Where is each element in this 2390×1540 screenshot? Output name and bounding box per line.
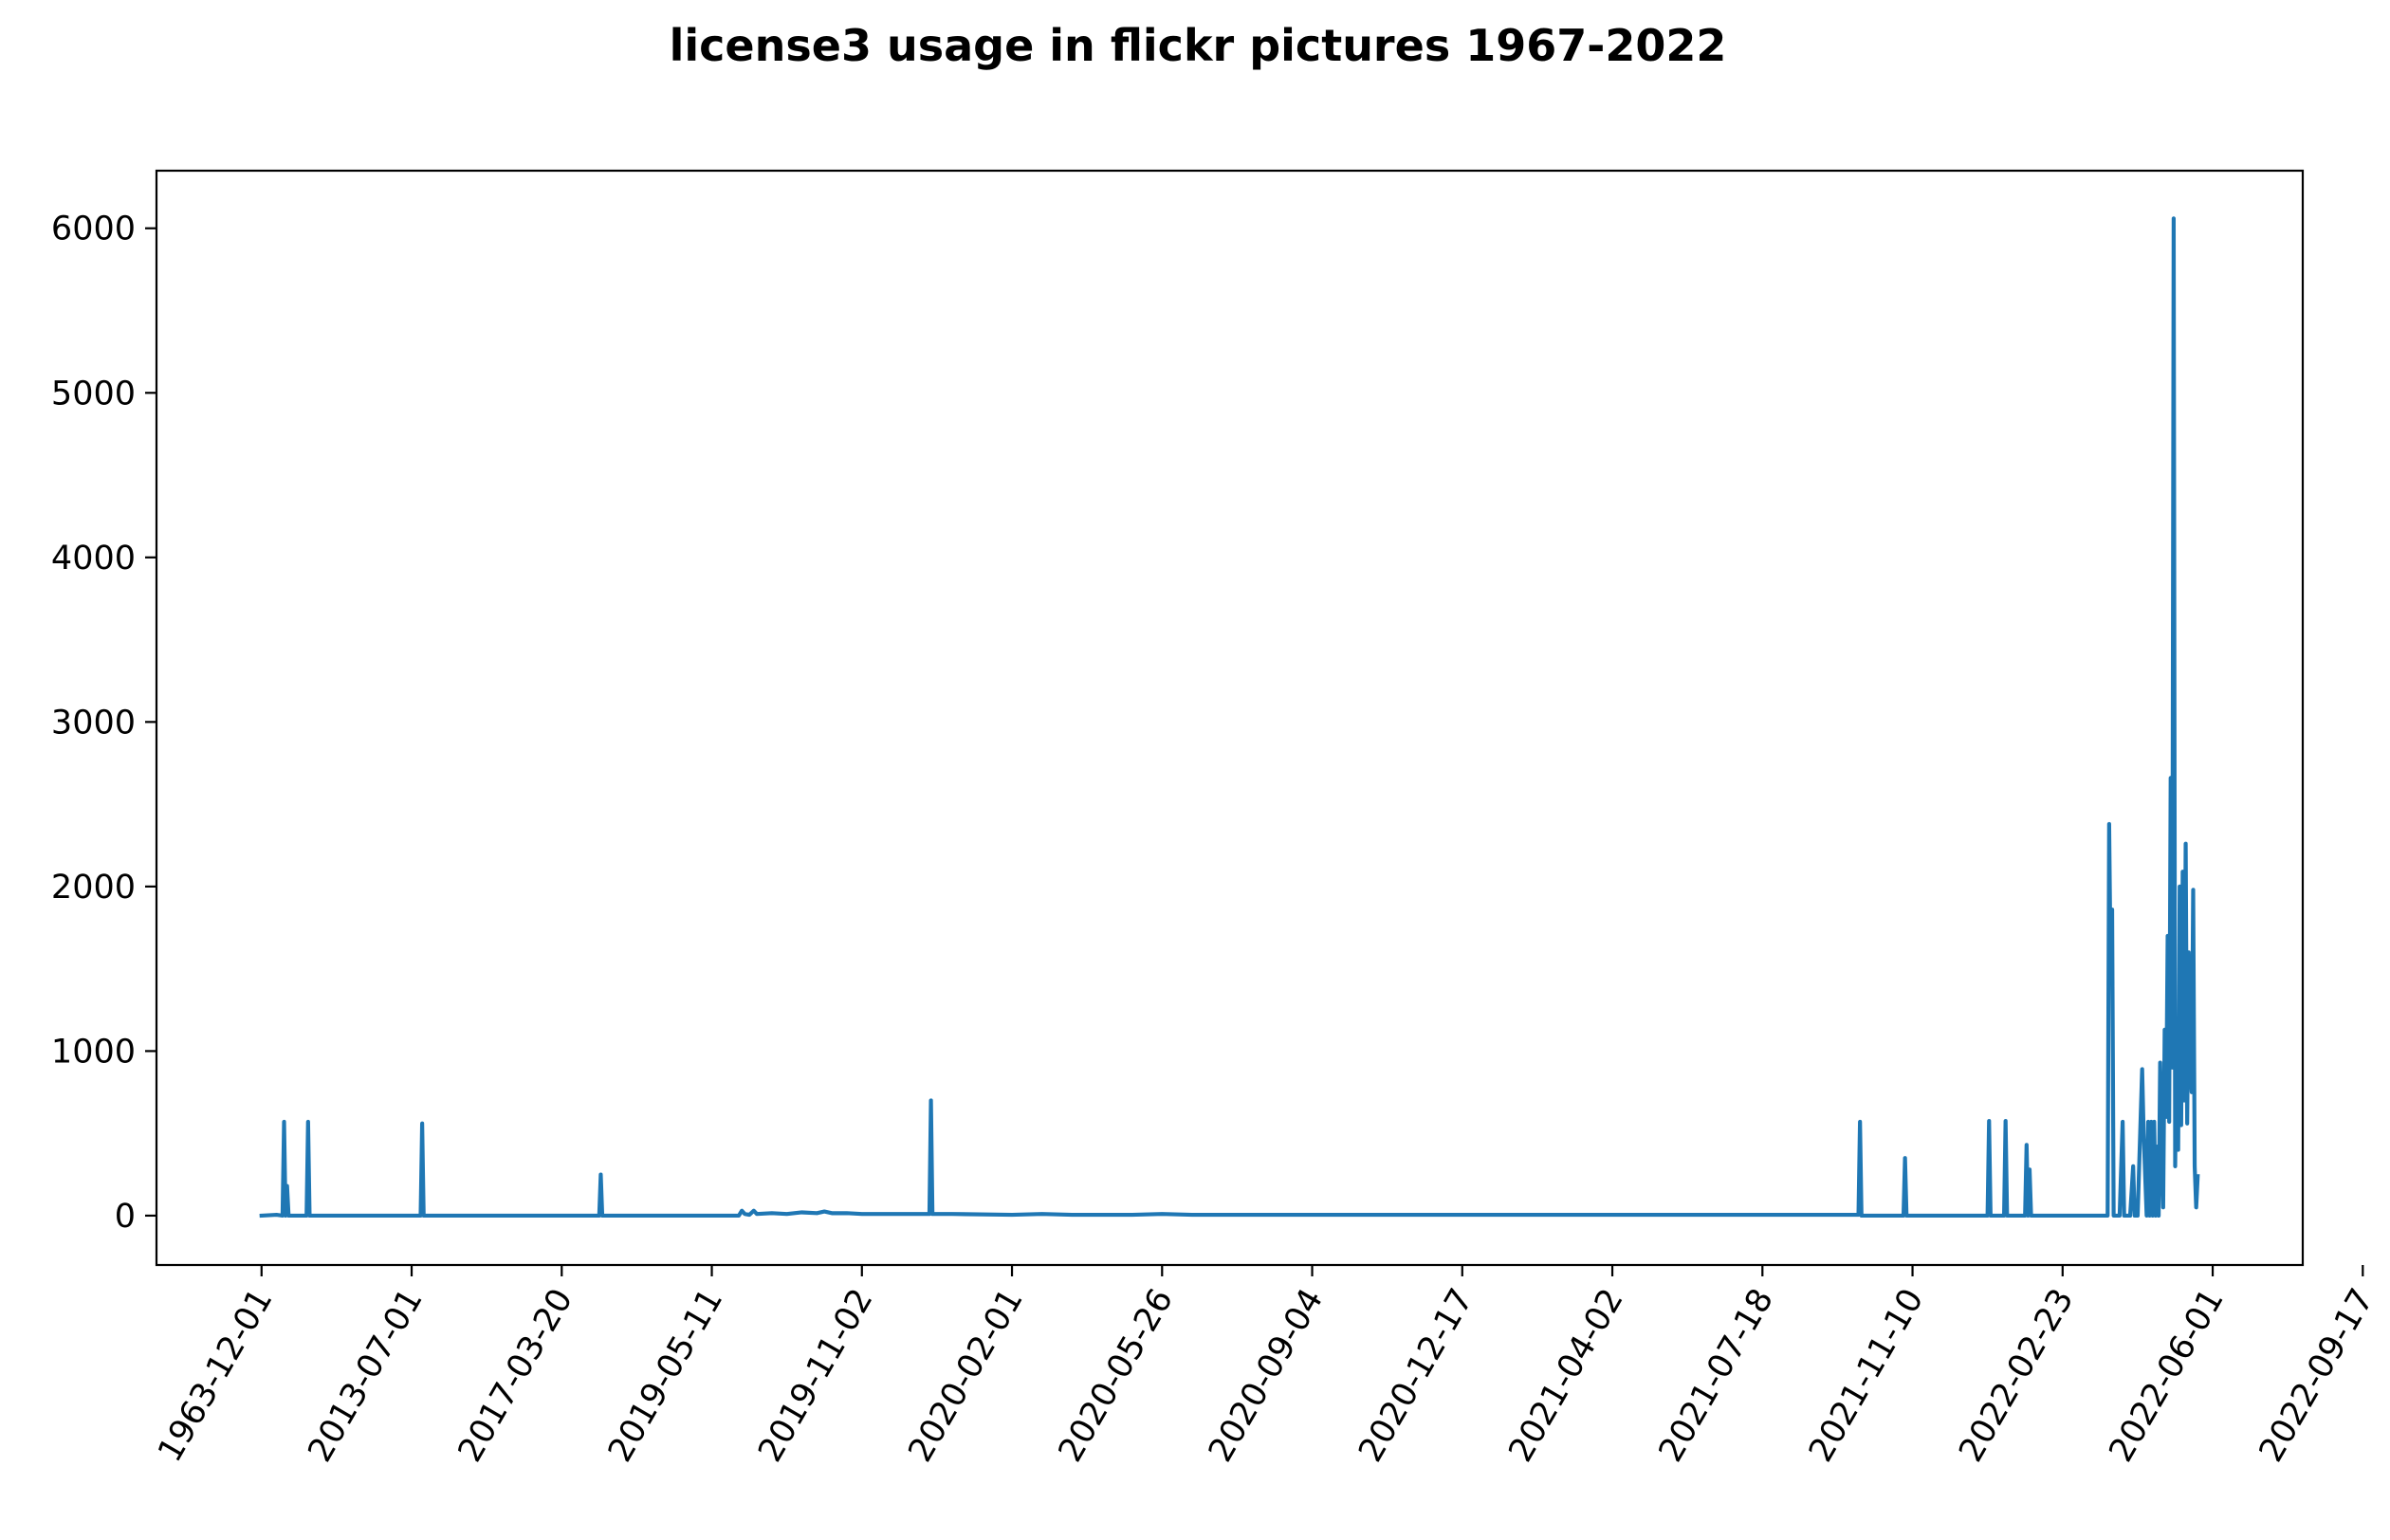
y-tick-label: 0: [115, 1198, 136, 1236]
y-tick-label: 4000: [51, 540, 136, 578]
y-tick-label: 1000: [51, 1033, 136, 1071]
plot-area: [155, 169, 2305, 1267]
chart-title: license3 usage in flickr pictures 1967-2…: [670, 20, 1727, 71]
y-tick-label: 6000: [51, 211, 136, 248]
y-tick-label: 5000: [51, 375, 136, 412]
series-line: [259, 216, 2200, 1219]
y-tick-label: 3000: [51, 704, 136, 742]
y-tick-label: 2000: [51, 869, 136, 907]
y-axis: 0 1000 2000 3000 4000 5000 6000: [51, 211, 156, 1236]
axes-frame: [155, 169, 2305, 1267]
